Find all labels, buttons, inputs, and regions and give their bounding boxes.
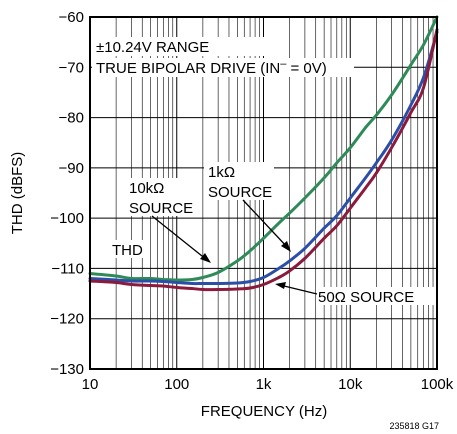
series-1k-source	[88, 30, 439, 286]
src50-label-bg	[316, 287, 434, 305]
src10k-arrowhead	[200, 253, 211, 263]
x-tick-label: 10k	[338, 376, 363, 393]
x-tick-label: 100k	[421, 376, 454, 393]
src1k-label-bg	[204, 162, 274, 200]
y-tick-label: −90	[59, 160, 84, 177]
src50-arrowhead	[275, 282, 286, 289]
drive-label-bg	[92, 58, 354, 77]
y-tick-label: −100	[50, 210, 84, 227]
src1k-arrowhead	[281, 241, 291, 252]
y-tick-label: −130	[50, 361, 84, 378]
y-axis-label: THD (dBFS)	[9, 152, 26, 235]
tick-labels: 10 100 1k 10k 100k −130 −120 −110 −100 −90 −80 −70 −…	[50, 9, 454, 393]
src10k-label-line1: 10kΩ	[129, 180, 164, 197]
drive-label-end: = 0V)	[286, 60, 326, 77]
x-tick-label: 100	[164, 376, 189, 393]
x-tick-label: 1k	[256, 376, 272, 393]
src1k-label-line2: SOURCE	[208, 184, 272, 201]
range-label: ±10.24V RANGE	[96, 39, 209, 56]
figure-id: 235818 G17	[389, 421, 439, 431]
src1k-label-line1: 1kΩ	[208, 164, 235, 181]
series-50-source	[88, 28, 439, 292]
drive-label: TRUE BIPOLAR DRIVE (IN– = 0V)	[96, 58, 327, 77]
src10k-arrow-line	[151, 215, 208, 261]
y-tick-label: −80	[59, 110, 84, 127]
src10k-label-line2: SOURCE	[129, 200, 193, 217]
y-tick-label: −120	[50, 311, 84, 328]
range-label-bg	[92, 37, 270, 56]
plot-frame	[89, 16, 438, 370]
x-axis-label: FREQUENCY (Hz)	[201, 403, 327, 420]
thd-label-bg	[110, 240, 148, 258]
y-tick-label: −110	[51, 260, 84, 277]
src50-arrow-line	[279, 284, 318, 295]
thd-label: THD	[112, 242, 143, 259]
src1k-arrow-line	[242, 199, 289, 249]
drive-label-main: TRUE BIPOLAR DRIVE (IN	[96, 60, 280, 77]
src50-label: 50Ω SOURCE	[318, 289, 414, 306]
src10k-label-bg	[125, 178, 195, 216]
y-tick-label: −70	[59, 59, 84, 76]
drive-label-superscript: –	[280, 58, 287, 70]
y-tick-label: −60	[59, 9, 84, 26]
x-tick-label: 10	[82, 376, 99, 393]
